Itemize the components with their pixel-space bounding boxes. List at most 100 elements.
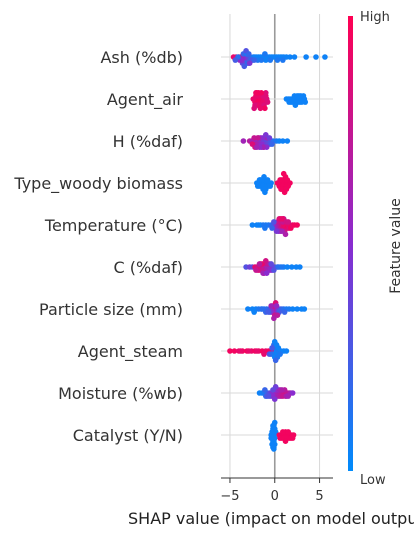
shap-point <box>285 393 292 399</box>
shap-point <box>262 105 268 112</box>
shap-point <box>256 177 263 183</box>
shap-point <box>266 135 273 141</box>
shap-point <box>279 387 285 393</box>
shap-point <box>284 138 291 144</box>
shap-point <box>273 228 280 234</box>
shap-point <box>274 57 281 63</box>
shap-point <box>292 102 299 108</box>
shap-point <box>288 264 295 270</box>
shap-point <box>285 429 292 435</box>
shap-point <box>284 264 291 270</box>
feature-label: Type_woody biomass <box>13 174 183 194</box>
feature-label: Agent_steam <box>78 342 183 362</box>
shap-point <box>263 90 269 96</box>
shap-point <box>280 429 286 435</box>
shap-point <box>294 222 300 228</box>
shap-point <box>249 222 256 228</box>
shap-point <box>277 177 283 183</box>
shap-point <box>269 225 275 231</box>
shap-point <box>271 446 277 452</box>
shap-point <box>284 177 291 183</box>
shap-point <box>262 225 268 231</box>
shap-point <box>298 99 305 105</box>
shap-point <box>272 357 279 364</box>
shap-point <box>268 261 274 267</box>
feature-label: Ash (%db) <box>100 48 183 67</box>
shap-point <box>237 348 244 354</box>
shap-point <box>232 57 239 63</box>
shap-point <box>277 351 283 357</box>
shap-point <box>246 60 253 66</box>
shap-point <box>271 396 278 403</box>
shap-point <box>254 135 261 141</box>
shap-point <box>289 390 296 396</box>
shap-point <box>271 267 277 273</box>
shap-point <box>268 435 274 441</box>
shap-point <box>251 309 257 315</box>
shap-point <box>265 393 272 399</box>
shap-point <box>265 309 272 315</box>
shap-point <box>291 54 298 60</box>
grid-lines <box>229 14 321 478</box>
shap-point <box>253 267 259 273</box>
feature-label: Agent_air <box>107 90 184 110</box>
shap-point <box>254 90 260 96</box>
feature-label: H (%daf) <box>113 132 183 151</box>
x-tick-label: −5 <box>220 489 239 504</box>
feature-label: Particle size (mm) <box>39 300 183 319</box>
shap-point <box>251 57 257 63</box>
shap-point <box>268 303 274 309</box>
shap-point <box>259 306 266 312</box>
shap-point <box>227 348 233 354</box>
shap-point <box>261 351 267 357</box>
shap-point <box>245 51 252 57</box>
shap-point <box>289 306 296 312</box>
shap-point <box>262 189 268 196</box>
feature-rows: Ash (%db) Agent_air H (%daf) Type_woody bio… <box>13 48 333 445</box>
shap-point <box>274 312 281 319</box>
shap-point <box>287 54 293 60</box>
shap-point <box>251 105 257 112</box>
shap-point <box>271 419 278 426</box>
shap-point <box>271 338 278 345</box>
colorbar-high-label: High <box>360 10 390 25</box>
shap-point <box>267 183 274 189</box>
x-axis-label: SHAP value (impact on model output) <box>128 509 414 528</box>
feature-label: Catalyst (Y/N) <box>73 426 183 445</box>
shap-point <box>231 348 238 354</box>
shap-point <box>313 54 319 60</box>
shap-points <box>227 48 328 452</box>
shap-point <box>255 222 262 228</box>
shap-point <box>273 303 280 309</box>
shap-point <box>258 90 265 96</box>
x-tick-label: 5 <box>315 489 323 504</box>
colorbar-title: Feature value <box>388 198 404 294</box>
shap-point <box>240 138 247 144</box>
shap-point <box>267 57 274 63</box>
shap-point <box>282 438 289 445</box>
shap-point <box>245 348 252 354</box>
shap-point <box>294 306 300 312</box>
shap-point <box>303 54 309 60</box>
shap-point <box>263 270 270 277</box>
shap-point <box>262 387 268 393</box>
feature-label: Temperature (°C) <box>44 216 183 235</box>
shap-point <box>245 306 251 312</box>
shap-point <box>301 306 308 312</box>
shap-point <box>262 51 268 57</box>
shap-point <box>256 261 263 267</box>
x-axis: −5 0 5 <box>220 477 333 504</box>
shap-point <box>278 186 284 192</box>
shap-point <box>269 141 275 147</box>
shap-point <box>297 264 303 270</box>
shap-point <box>283 186 290 192</box>
shap-point <box>257 105 264 112</box>
shap-point <box>280 170 287 177</box>
colorbar <box>348 16 353 471</box>
shap-point <box>282 231 289 238</box>
shap-point <box>280 57 286 63</box>
feature-label: Moisture (%wb) <box>58 384 183 403</box>
x-tick-label: 0 <box>271 489 279 504</box>
colorbar-low-label: Low <box>360 473 386 488</box>
